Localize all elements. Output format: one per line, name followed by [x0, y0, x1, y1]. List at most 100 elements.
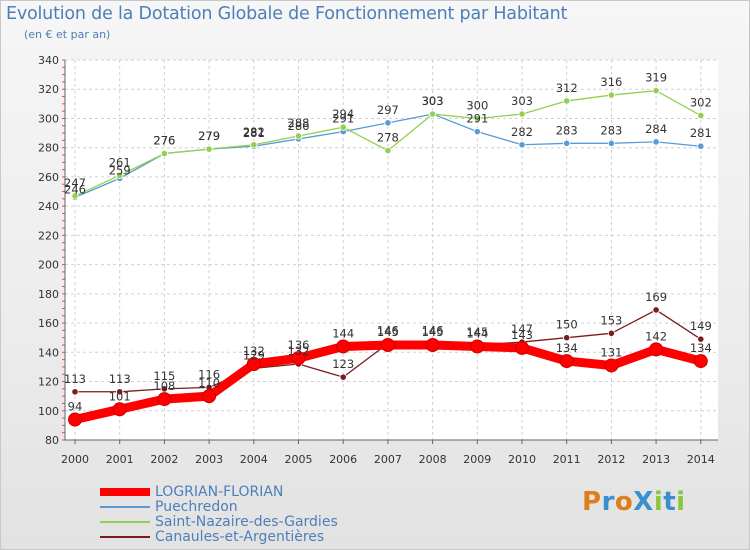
data-point [473, 114, 481, 123]
x-tick-label: 2007 [374, 453, 402, 466]
data-label: 294 [332, 107, 354, 121]
data-label: 282 [511, 125, 533, 139]
data-label: 303 [511, 94, 533, 108]
y-tick-label: 340 [38, 54, 59, 67]
data-point [160, 385, 168, 393]
data-label: 303 [422, 94, 444, 108]
data-label: 282 [243, 125, 265, 139]
data-label: 297 [377, 103, 399, 117]
data-label: 94 [68, 400, 83, 414]
data-label: 279 [198, 129, 220, 143]
data-point [652, 306, 660, 314]
data-point [649, 342, 664, 357]
data-point [563, 334, 571, 342]
x-tick-label: 2000 [61, 453, 89, 466]
x-tick-label: 2012 [597, 453, 625, 466]
y-tick-label: 260 [38, 171, 59, 184]
y-tick-label: 120 [38, 376, 59, 389]
y-tick-label: 280 [38, 142, 59, 155]
chart-subtitle: (en € et par an) [24, 28, 111, 41]
data-point [607, 329, 616, 337]
data-label: 123 [332, 357, 354, 371]
data-label: 134 [556, 341, 578, 355]
data-label: 284 [645, 122, 667, 136]
x-tick-label: 2005 [285, 453, 313, 466]
data-label: 291 [466, 112, 488, 126]
data-point [563, 139, 571, 147]
data-point [518, 110, 526, 118]
data-label: 276 [153, 134, 175, 148]
y-tick-label: 320 [38, 83, 59, 96]
legend-label: Saint-Nazaire-des-Gardies [155, 514, 338, 530]
x-tick-label: 2001 [106, 453, 134, 466]
x-tick-label: 2004 [240, 453, 268, 466]
data-label: 276 [153, 134, 175, 148]
data-label: 146 [422, 324, 444, 338]
x-tick-label: 2003 [195, 453, 223, 466]
x-tick-label: 2010 [508, 453, 536, 466]
data-label: 312 [556, 81, 578, 95]
data-label: 146 [377, 324, 399, 338]
data-label: 281 [690, 126, 712, 140]
data-label: 149 [690, 319, 712, 333]
y-tick-label: 180 [38, 288, 59, 301]
x-tick-label: 2008 [419, 453, 447, 466]
x-tick-label: 2011 [553, 453, 581, 466]
data-point [607, 91, 616, 99]
data-point [246, 357, 261, 371]
data-point [473, 128, 481, 136]
logo-letter: r [601, 487, 615, 517]
data-label: 288 [288, 116, 310, 130]
data-point [652, 87, 660, 95]
data-point [250, 141, 258, 149]
x-tick-label: 2002 [150, 453, 178, 466]
data-point [160, 149, 168, 158]
y-tick-label: 140 [38, 346, 59, 359]
x-tick-label: 2006 [329, 453, 357, 466]
data-point [697, 142, 705, 150]
data-point [518, 141, 526, 149]
data-point [607, 139, 616, 147]
data-point [71, 388, 79, 396]
data-label: 131 [600, 345, 622, 359]
data-label: 145 [466, 325, 488, 339]
data-label: 291 [332, 112, 354, 126]
data-point [112, 402, 127, 417]
x-tick-label: 2014 [687, 453, 715, 466]
legend-label: LOGRIAN-FLORIAN [155, 484, 284, 500]
proxiti-logo: ProXiti [582, 487, 686, 517]
y-tick-label: 300 [38, 112, 59, 125]
data-label: 319 [645, 71, 667, 85]
y-tick-label: 160 [38, 317, 59, 330]
data-label: 316 [600, 75, 622, 89]
data-point [559, 354, 574, 369]
data-label: 144 [332, 326, 354, 340]
logo-letter: i [653, 487, 664, 517]
data-label: 283 [556, 123, 578, 137]
data-point [157, 392, 172, 407]
data-label: 300 [466, 98, 488, 112]
logo-letter: o [614, 487, 634, 517]
data-label: 132 [243, 344, 265, 358]
data-label: 259 [109, 163, 131, 177]
data-label: 132 [288, 344, 310, 358]
legend-swatch [100, 536, 150, 538]
data-point [697, 111, 705, 120]
legend-swatch [100, 506, 150, 508]
data-point [336, 339, 351, 354]
data-point [339, 373, 347, 381]
data-point [291, 351, 306, 366]
data-label: 302 [690, 96, 712, 110]
x-tick-label: 2013 [642, 453, 670, 466]
logo-letter: t [663, 487, 677, 517]
data-label: 247 [64, 176, 86, 190]
data-label: 108 [153, 379, 175, 393]
data-label: 303 [422, 94, 444, 108]
data-label: 115 [153, 369, 175, 383]
legend-label: Puechredon [155, 499, 238, 515]
logo-letter: X [633, 487, 654, 517]
data-point [652, 138, 660, 146]
data-label: 142 [645, 329, 667, 343]
data-point [693, 354, 708, 369]
